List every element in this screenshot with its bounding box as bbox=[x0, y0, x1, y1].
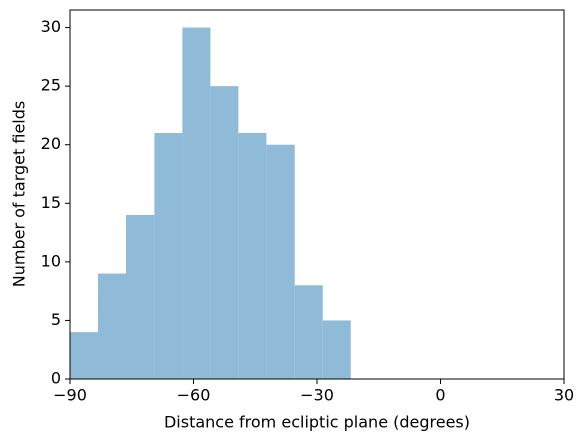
x-tick-label: 30 bbox=[554, 386, 574, 405]
bar bbox=[238, 133, 267, 379]
y-tick-label: 5 bbox=[51, 310, 61, 329]
bar bbox=[70, 332, 98, 379]
y-tick-label: 15 bbox=[41, 193, 61, 212]
plot-frame bbox=[69, 9, 565, 380]
bar bbox=[125, 215, 155, 379]
x-tick-label: −30 bbox=[300, 386, 334, 405]
y-tick-label: 25 bbox=[41, 76, 61, 95]
bar bbox=[154, 133, 183, 379]
y-tick-label: 20 bbox=[41, 134, 61, 153]
bar bbox=[97, 273, 126, 379]
bar bbox=[322, 320, 351, 379]
y-axis-label: Number of target fields bbox=[10, 101, 29, 287]
y-tick-label: 30 bbox=[41, 17, 61, 36]
bar bbox=[210, 86, 239, 380]
bar bbox=[182, 27, 211, 379]
y-tick-label: 10 bbox=[41, 251, 61, 270]
y-tick-label: 0 bbox=[51, 369, 61, 388]
x-tick-label: −60 bbox=[177, 386, 211, 405]
x-axis-label: Distance from ecliptic plane (degrees) bbox=[164, 413, 470, 432]
x-tick-label: −90 bbox=[53, 386, 87, 405]
x-tick-label: 0 bbox=[435, 386, 445, 405]
bar bbox=[266, 144, 295, 379]
bar bbox=[294, 285, 323, 379]
